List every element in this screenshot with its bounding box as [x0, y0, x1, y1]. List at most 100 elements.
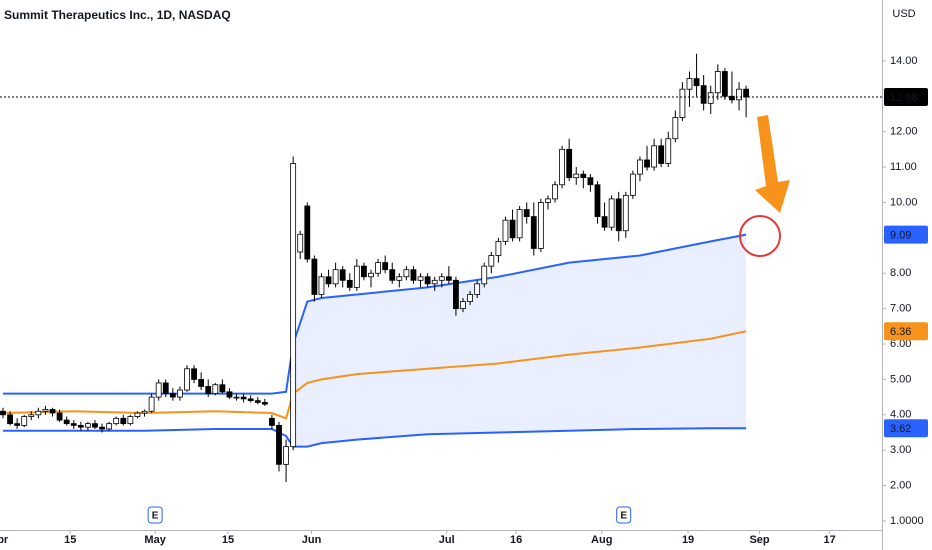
candle-body — [424, 276, 431, 285]
candle-body — [502, 219, 509, 242]
candle-body — [651, 145, 658, 168]
candle-body — [445, 276, 452, 281]
circle-annotation — [739, 215, 781, 257]
candle-body — [297, 233, 304, 253]
candle-body — [113, 417, 120, 425]
candle-body — [545, 198, 551, 203]
candle-body — [276, 425, 282, 465]
x-tick-label: Apr — [0, 534, 9, 546]
candle-body — [141, 410, 148, 414]
candle-body — [240, 396, 247, 400]
candle-body — [85, 423, 91, 428]
candle-body — [382, 262, 389, 271]
candle-body — [438, 276, 445, 281]
price-tag — [884, 225, 928, 244]
band-fill — [295, 234, 747, 447]
candle-body — [615, 198, 622, 232]
candle-body — [332, 269, 339, 285]
candle-body — [516, 209, 523, 239]
x-tick-label: May — [144, 534, 166, 546]
price-tag — [884, 87, 928, 106]
y-tick-label: 6.00 — [890, 338, 911, 350]
candle-body — [346, 279, 353, 288]
candle-body — [339, 269, 346, 281]
candle-body — [403, 269, 410, 278]
x-tick-label: 17 — [824, 534, 836, 546]
candle-body — [120, 417, 127, 425]
candle-body — [49, 409, 56, 414]
candle-body — [396, 276, 403, 281]
candle-body — [622, 194, 629, 232]
price-tag-label: 3.62 — [890, 423, 911, 435]
candle-body — [70, 423, 77, 426]
candle-body — [375, 262, 381, 274]
candle-body — [608, 198, 615, 228]
arrow-annotation — [755, 115, 790, 213]
candle-body — [148, 396, 155, 412]
candle-body — [106, 423, 113, 430]
candle-body — [431, 279, 438, 285]
candle-body — [325, 276, 332, 285]
candle-body — [580, 173, 587, 179]
price-tag — [884, 322, 928, 341]
x-tick-label: 16 — [510, 534, 522, 546]
candle-body — [509, 219, 516, 239]
candle-body — [637, 159, 643, 175]
candle-body — [361, 265, 367, 278]
candle-body — [417, 276, 424, 281]
y-tick-label: 5.00 — [890, 373, 911, 385]
candle-body — [127, 416, 134, 425]
price-tag-label: 6.36 — [890, 326, 911, 338]
y-tick-label: 2.00 — [890, 479, 911, 491]
candle-body — [198, 379, 205, 387]
candle-body — [537, 202, 544, 249]
candle-body — [92, 423, 98, 428]
candle-body — [63, 419, 70, 425]
candle-body — [219, 384, 226, 393]
candle-body — [184, 368, 190, 391]
price-tag — [884, 419, 928, 438]
candle-body — [169, 393, 176, 398]
candle-body — [523, 209, 530, 218]
candle-body — [686, 78, 693, 90]
y-tick-label: 11.00 — [890, 161, 917, 173]
candle-body — [177, 389, 183, 398]
candle-body — [0, 410, 6, 416]
earnings-label: E — [152, 511, 159, 522]
candle-body — [481, 265, 488, 285]
candle-body — [594, 184, 601, 218]
candle-body — [601, 216, 608, 228]
band-line — [2, 330, 747, 420]
candle-body — [304, 205, 311, 260]
candle-body — [736, 88, 742, 101]
candle-body — [559, 148, 565, 186]
earnings-label: E — [620, 511, 627, 522]
candle-body — [269, 417, 275, 426]
y-tick-label: 3.00 — [890, 444, 911, 456]
candle-body — [233, 396, 240, 399]
candle-body — [743, 88, 750, 98]
y-tick-label: 10.00 — [890, 196, 918, 208]
y-tick-label: 8.00 — [890, 267, 911, 279]
candle-body — [467, 294, 473, 302]
candle-body — [21, 416, 28, 426]
candle-body — [134, 412, 141, 417]
price-tag-label: 12.98 — [890, 92, 918, 104]
candle-body — [460, 301, 466, 310]
candle-body — [530, 216, 537, 249]
candle-body — [261, 402, 268, 405]
candle-body — [318, 276, 325, 295]
candle-body — [254, 400, 261, 403]
x-tick-label: Sep — [749, 534, 769, 546]
candle-body — [587, 177, 594, 186]
candle-body — [453, 279, 459, 310]
candle-body — [693, 78, 700, 87]
candle-body — [311, 258, 318, 295]
price-tag-label: 9.09 — [890, 230, 911, 242]
earnings-marker — [147, 506, 163, 524]
y-tick-label: 14.00 — [890, 55, 918, 67]
candle-body — [77, 425, 84, 428]
candle-body — [495, 240, 502, 256]
x-tick-label: 19 — [682, 534, 694, 546]
